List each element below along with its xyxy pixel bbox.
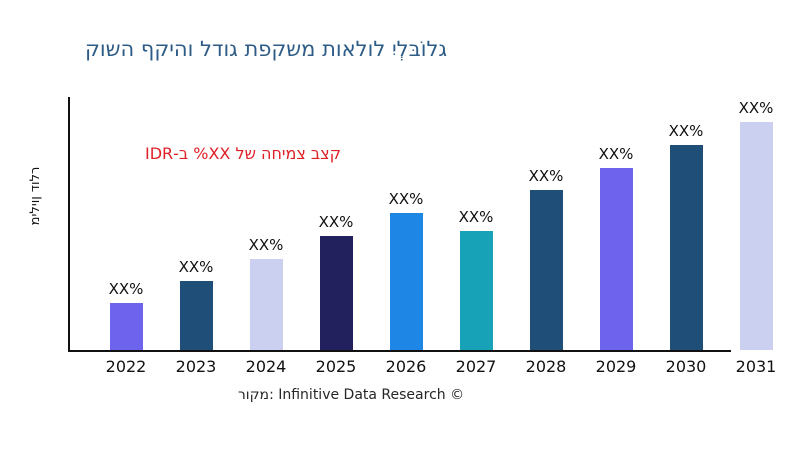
bar-2027 [459, 231, 493, 350]
bar-2026 [389, 213, 423, 350]
x-tick-label-2027: 2027 [455, 357, 497, 376]
x-tick-label-2031: 2031 [735, 357, 777, 376]
y-axis-label: רלוד ןוילימ [28, 166, 43, 226]
bar-value-label-2027: XX% [458, 208, 494, 226]
x-tick-label-2022: 2022 [105, 357, 147, 376]
bar-value-label-2029: XX% [598, 145, 634, 163]
bar-2025 [319, 236, 353, 350]
bar-value-label-2026: XX% [388, 190, 424, 208]
bar-value-label-2024: XX% [248, 236, 284, 254]
bar-value-label-2025: XX% [318, 213, 354, 231]
x-tick-label-2024: 2024 [245, 357, 287, 376]
x-tick-label-2029: 2029 [595, 357, 637, 376]
chart-title: גלוֹבּלְיִ לולאות משקפת גודל והיקף השוק [85, 37, 448, 61]
bar-2030 [669, 145, 703, 350]
source-credit: מקור: Infinitive Data Research © [237, 387, 465, 403]
x-tick-label-2028: 2028 [525, 357, 567, 376]
x-tick-label-2025: 2025 [315, 357, 357, 376]
bar-value-label-2023: XX% [178, 258, 214, 276]
bar-2028 [529, 190, 563, 350]
bar-2029 [599, 168, 633, 350]
y-axis-line [68, 97, 70, 352]
bar-2024 [249, 259, 283, 350]
bar-value-label-2031: XX% [738, 99, 774, 117]
x-tick-label-2030: 2030 [665, 357, 707, 376]
x-tick-label-2023: 2023 [175, 357, 217, 376]
bar-value-label-2028: XX% [528, 167, 564, 185]
bar-value-label-2030: XX% [668, 122, 704, 140]
bar-value-label-2022: XX% [108, 280, 144, 298]
x-axis-line [68, 350, 731, 352]
bar-2031 [739, 122, 773, 350]
bar-2022 [109, 303, 143, 350]
growth-rate-annotation: קצב צמיחה של XX% ב-IDR [145, 144, 342, 163]
x-tick-label-2026: 2026 [385, 357, 427, 376]
bar-2023 [179, 281, 213, 350]
